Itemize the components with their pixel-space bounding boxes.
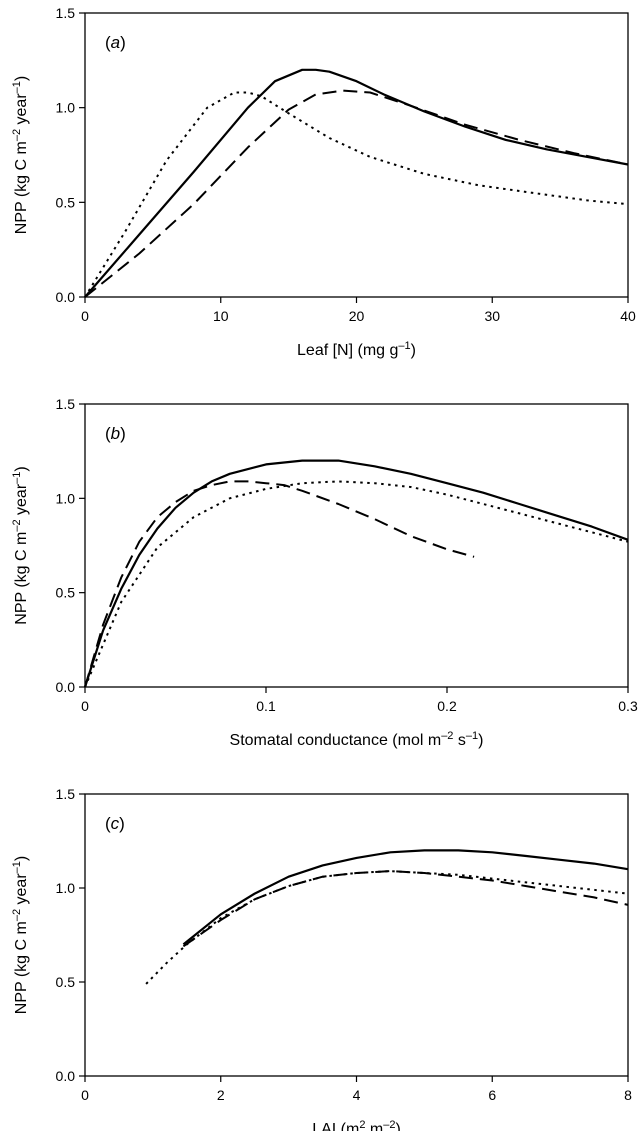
x-axis-label: Leaf [N] (mg g–1) — [297, 340, 416, 359]
series-line-dashed — [84, 480, 475, 688]
axis-label-mid: year — [13, 873, 30, 909]
y-tick-label: 1.5 — [56, 396, 76, 412]
axis-label-mid: year — [13, 93, 30, 129]
y-tick-label: 0.5 — [56, 585, 76, 601]
axis-label-sup1: –2 — [441, 730, 453, 742]
series-line-solid — [83, 459, 629, 688]
y-axis-label: NPP (kg C m–2 year–1) — [11, 76, 30, 234]
x-axis-label: Stomatal conductance (mol m–2 s–1) — [230, 730, 484, 749]
axis-label-sup1: –1 — [398, 340, 410, 352]
series-line-solid — [182, 849, 629, 946]
axis-label-sup1: –2 — [11, 129, 23, 141]
x-tick-label: 0.1 — [256, 698, 276, 714]
y-tick-label: 0.0 — [56, 289, 76, 305]
axis-label-end: ) — [395, 1121, 400, 1131]
panel-label: (c) — [105, 814, 125, 833]
x-tick-label: 0 — [81, 698, 89, 714]
series-line-dotted — [84, 91, 629, 298]
plot-frame — [84, 403, 629, 688]
panel-label-close: ) — [120, 33, 126, 52]
axis-label-main: NPP (kg C m — [13, 532, 30, 625]
axis-label-sup2: –1 — [11, 81, 23, 93]
plot-frame — [84, 12, 629, 298]
axis-label-main: LAI (m — [312, 1121, 359, 1131]
axis-label-sup1: 2 — [359, 1119, 365, 1131]
panel-label-letter: b — [111, 424, 120, 443]
axis-label-end: ) — [13, 76, 30, 81]
x-tick-label: 40 — [620, 308, 636, 324]
y-tick-label: 0.5 — [56, 194, 76, 210]
y-tick-label: 0.0 — [56, 679, 76, 695]
axis-label-sup2: –1 — [11, 861, 23, 873]
axis-label-end: ) — [13, 856, 30, 861]
axis-label-main: Leaf [N] (mg g — [297, 342, 398, 359]
x-axis-label: LAI (m2 m–2) — [312, 1119, 401, 1131]
axis-label-mid: m — [365, 1121, 383, 1131]
x-tick-label: 4 — [353, 1087, 361, 1103]
panel-label-letter: c — [111, 814, 120, 833]
y-tick-label: 1.0 — [56, 490, 76, 506]
panel-label-close: ) — [119, 814, 125, 833]
x-tick-label: 6 — [488, 1087, 496, 1103]
series-line-dashed — [182, 870, 629, 948]
panel-label-open: ( — [105, 814, 111, 833]
panel-label-letter: a — [111, 33, 120, 52]
axis-label-main: NPP (kg C m — [13, 921, 30, 1014]
series-line-solid — [84, 68, 629, 298]
y-tick-label: 1.5 — [56, 786, 76, 802]
panel-label-close: ) — [120, 424, 126, 443]
y-tick-label: 0.5 — [56, 974, 76, 990]
panel-label-open: ( — [105, 424, 111, 443]
x-tick-label: 0.3 — [618, 698, 638, 714]
plot-frame — [84, 793, 629, 1077]
panel-label: (b) — [105, 424, 126, 443]
panel-c: 0.00.51.01.50 2 4 6 8(c)LAI (m2 m–2)NPP (kg … — [11, 786, 632, 1131]
y-tick-label: 1.0 — [56, 100, 76, 116]
y-tick-label: 0.0 — [56, 1068, 76, 1084]
panel-a: 0.00.51.01.50 10 20 30 40(a)Leaf [N] (mg g–1… — [11, 5, 636, 359]
panel-label: (a) — [105, 33, 126, 52]
x-tick-label: 20 — [349, 308, 365, 324]
y-axis-label: NPP (kg C m–2 year–1) — [11, 466, 30, 624]
y-tick-label: 1.0 — [56, 880, 76, 896]
panel-b: 0.00.51.01.50 0.1 0.2 0.3(b)Stomatal conduc… — [11, 396, 638, 749]
y-tick-label: 1.5 — [56, 5, 76, 21]
axis-label-mid: s — [453, 732, 465, 749]
axis-label-end: ) — [13, 466, 30, 471]
x-tick-label: 0 — [81, 308, 89, 324]
series-line-dotted — [145, 870, 629, 985]
axis-label-mid: ) — [411, 342, 416, 359]
axis-label-sup1: –2 — [11, 909, 23, 921]
x-tick-label: 2 — [217, 1087, 225, 1103]
axis-label-end: ) — [478, 732, 483, 749]
panel-label-open: ( — [105, 33, 111, 52]
x-tick-label: 0 — [81, 1087, 89, 1103]
x-tick-label: 0.2 — [437, 698, 457, 714]
y-axis-label: NPP (kg C m–2 year–1) — [11, 856, 30, 1014]
x-tick-label: 30 — [484, 308, 500, 324]
axis-label-sup2: –2 — [383, 1119, 395, 1131]
axis-label-main: NPP (kg C m — [13, 141, 30, 234]
x-tick-label: 8 — [624, 1087, 632, 1103]
axis-label-sup2: –1 — [466, 730, 478, 742]
x-tick-label: 10 — [213, 308, 229, 324]
axis-label-sup1: –2 — [11, 519, 23, 531]
axis-label-mid: year — [13, 483, 30, 519]
axis-label-main: Stomatal conductance (mol m — [230, 732, 442, 749]
axis-label-sup2: –1 — [11, 472, 23, 484]
